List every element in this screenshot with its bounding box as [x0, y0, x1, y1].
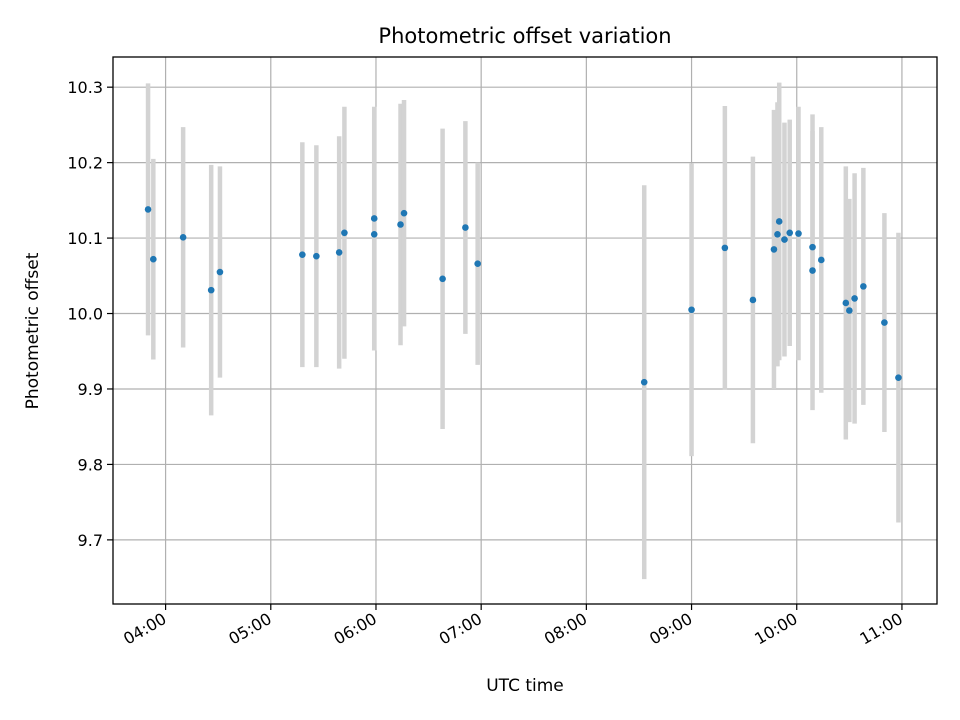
plot-frame — [112, 56, 938, 605]
data-point — [781, 236, 788, 243]
data-point — [688, 306, 695, 314]
x-tick-label: 06:00 — [331, 609, 380, 649]
x-tick-label: 08:00 — [541, 609, 590, 649]
x-axis-label: UTC time — [486, 676, 564, 696]
data-point — [335, 249, 343, 256]
data-point — [860, 283, 867, 290]
x-tick-label: 09:00 — [646, 609, 695, 649]
data-point — [370, 215, 378, 222]
data-point — [400, 209, 408, 217]
data-point — [341, 229, 348, 237]
y-tick-label: 10.1 — [67, 229, 103, 248]
data-point — [397, 221, 404, 228]
data-point — [881, 319, 888, 326]
x-tick-label: 07:00 — [436, 609, 485, 649]
y-axis: 9.7 9.8 9.9 10.0 10.1 10.2 10.3 — [67, 78, 113, 550]
data-point — [313, 252, 320, 260]
data-point — [817, 256, 825, 264]
x-tick-label: 10:00 — [751, 609, 800, 649]
y-tick-label: 10.0 — [67, 305, 103, 324]
y-tick-label: 9.9 — [78, 380, 103, 399]
data-point — [462, 224, 469, 231]
error-bars — [145, 82, 901, 580]
data-point — [439, 275, 446, 283]
x-tick-label: 04:00 — [120, 609, 169, 649]
data-points — [144, 206, 902, 386]
data-point — [144, 206, 152, 213]
data-point — [809, 267, 816, 274]
chart-title: Photometric offset variation — [378, 24, 671, 48]
y-axis-label: Photometric offset — [23, 252, 43, 409]
data-point — [721, 244, 729, 252]
data-point — [809, 243, 816, 251]
x-axis: 04:00 05:00 06:00 07:00 08:00 09:00 10:00 11:00 — [120, 604, 906, 649]
data-point — [216, 268, 224, 276]
data-point — [207, 286, 215, 294]
x-tick-label: 11:00 — [857, 609, 906, 649]
data-point — [842, 299, 850, 307]
data-point — [774, 231, 781, 238]
y-tick-label: 9.7 — [78, 531, 103, 550]
data-point — [749, 296, 757, 304]
y-tick-label: 9.8 — [78, 455, 103, 474]
data-point — [795, 230, 802, 237]
data-point — [474, 260, 481, 268]
data-point — [775, 218, 783, 225]
data-point — [786, 229, 794, 237]
data-point — [895, 374, 902, 381]
data-point — [770, 246, 778, 253]
data-point — [640, 378, 648, 386]
data-point — [150, 255, 157, 263]
y-tick-label: 10.3 — [67, 78, 103, 97]
y-tick-label: 10.2 — [67, 154, 103, 173]
data-point — [370, 231, 378, 238]
data-point — [851, 295, 858, 302]
x-tick-label: 05:00 — [225, 609, 274, 649]
data-point — [299, 251, 306, 258]
data-point — [846, 307, 853, 314]
data-point — [179, 234, 187, 241]
